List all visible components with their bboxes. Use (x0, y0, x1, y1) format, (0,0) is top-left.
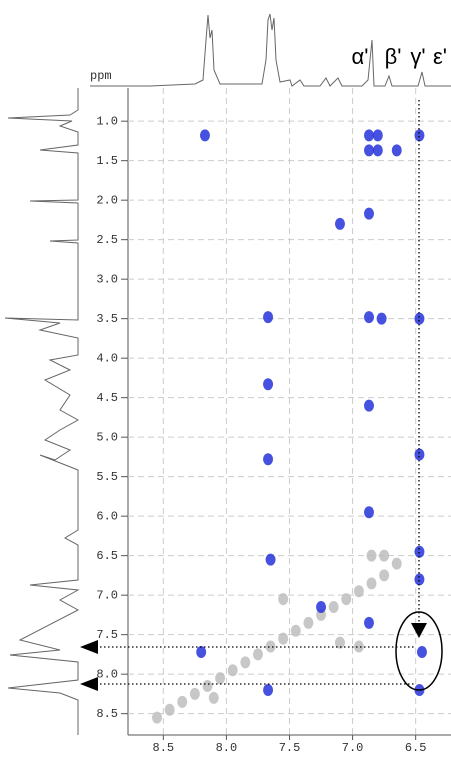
y-tick-label: 1.5 (96, 154, 118, 168)
cross-peak (328, 601, 339, 614)
cross-peak (263, 453, 274, 466)
cross-peak (341, 593, 352, 606)
cross-peak (391, 144, 402, 157)
cross-peak (366, 549, 377, 562)
y-tick-label: 7.0 (96, 588, 118, 602)
annotation: α' (352, 44, 369, 69)
cross-peak (414, 312, 425, 325)
cross-peak (372, 129, 383, 142)
cross-peak (265, 640, 276, 653)
y-tick-label: 3.5 (96, 312, 118, 326)
y-tick-label: 5.0 (96, 430, 118, 444)
x-tick-label: 8.5 (153, 741, 175, 755)
cross-peak (414, 129, 425, 142)
cross-peak (208, 691, 219, 704)
y-tick-label: 7.5 (96, 628, 118, 642)
plot-area (128, 88, 451, 735)
x-tick-label: 6.5 (405, 741, 427, 755)
cross-peak (372, 144, 383, 157)
y-tick-label: 6.0 (96, 509, 118, 523)
x-tick-label: 8.0 (216, 741, 238, 755)
cross-peak (263, 683, 274, 696)
y-tick-label: 2.5 (96, 233, 118, 247)
cross-peak (391, 557, 402, 570)
left-projection (4, 88, 80, 735)
cross-peak (278, 632, 289, 645)
cross-peak (240, 656, 251, 669)
cross-peak (263, 378, 274, 391)
cross-peak (252, 648, 263, 661)
cross-peak (363, 616, 374, 629)
cross-peak (353, 585, 364, 598)
cross-peak (278, 593, 289, 606)
cross-peak (414, 573, 425, 586)
cross-peak (152, 711, 163, 724)
y-tick-label: 8.0 (96, 667, 118, 681)
cross-peak (177, 695, 188, 708)
cross-peak (202, 680, 213, 693)
y-tick-label: 6.5 (96, 549, 118, 563)
cross-peak (290, 624, 301, 637)
cross-peak (416, 646, 427, 659)
cross-peak (414, 448, 425, 461)
cross-peak (414, 545, 425, 558)
x-tick-label: 7.5 (279, 741, 301, 755)
x-tick-label: 7.0 (342, 741, 364, 755)
y-tick-label: 3.0 (96, 272, 118, 286)
cross-peak (363, 506, 374, 519)
cross-peak (363, 144, 374, 157)
cross-peak (353, 640, 364, 653)
annotation: ε' (433, 44, 447, 69)
y-tick-label: 5.5 (96, 470, 118, 484)
cross-peak (363, 207, 374, 220)
cross-peak (334, 636, 345, 649)
cross-peak (164, 703, 175, 716)
cross-peak (379, 549, 390, 562)
y-tick-label: 1.0 (96, 114, 118, 128)
cross-peak (265, 553, 276, 566)
y-axis-label: ppm (90, 69, 112, 83)
cross-peak (363, 129, 374, 142)
cross-peak (376, 312, 387, 325)
cross-peak (196, 646, 207, 659)
guides (80, 100, 443, 691)
cross-peak (379, 569, 390, 582)
y-tick-label: 4.0 (96, 351, 118, 365)
annotation: β' (385, 44, 402, 69)
cross-peak (363, 311, 374, 324)
cross-peak (334, 217, 345, 230)
cross-peak (227, 664, 238, 677)
y-tick-label: 8.5 (96, 707, 118, 721)
cross-peak (263, 311, 274, 324)
cross-peak (316, 601, 327, 614)
cross-peak (363, 399, 374, 412)
annotation: γ' (410, 44, 425, 69)
cross-peak (189, 687, 200, 700)
y-tick-label: 4.5 (96, 391, 118, 405)
y-tick-label: 2.0 (96, 193, 118, 207)
cross-peak (366, 577, 377, 590)
cross-peak (303, 616, 314, 629)
cross-peak (215, 672, 226, 685)
top-projection (90, 13, 451, 87)
cross-peak (199, 129, 210, 142)
